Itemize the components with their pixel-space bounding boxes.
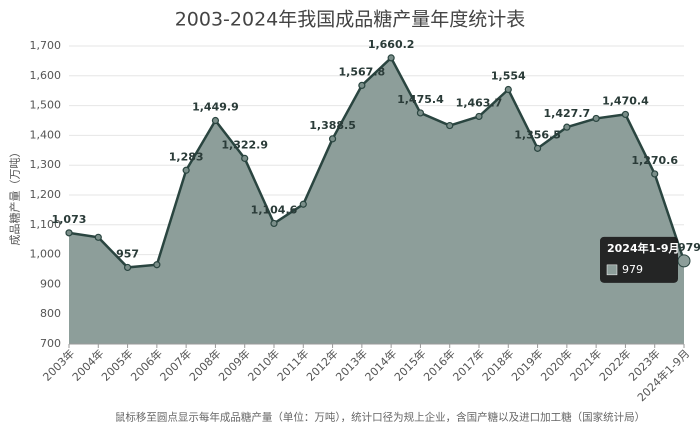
data-label: 1,427.7 bbox=[544, 107, 591, 120]
data-label: 1,322.9 bbox=[221, 138, 268, 151]
x-tick-label: 2014年 bbox=[362, 346, 399, 383]
data-point bbox=[416, 109, 425, 117]
x-tick-label: 2011年 bbox=[274, 346, 311, 383]
data-label: 979 bbox=[678, 241, 700, 254]
data-point bbox=[153, 261, 161, 269]
data-label: 1,660.2 bbox=[368, 38, 415, 51]
y-tick-label: 1,200 bbox=[30, 188, 62, 201]
x-tick-label: 2017年 bbox=[450, 346, 487, 383]
data-label: 957 bbox=[116, 247, 139, 260]
data-label: 1,356.5 bbox=[514, 128, 561, 141]
y-axis-label: 成品糖产量（万吨） bbox=[8, 147, 22, 246]
x-tick-label: 2013年 bbox=[333, 346, 370, 383]
tooltip-title: 2024年1-9月 bbox=[607, 241, 680, 255]
data-point bbox=[651, 170, 659, 178]
area bbox=[69, 57, 684, 344]
y-tick-label: 700 bbox=[40, 337, 61, 350]
x-tick-label: 2006年 bbox=[128, 346, 165, 383]
data-point bbox=[387, 54, 395, 62]
data-point bbox=[182, 166, 190, 174]
x-tick-label: 2019年 bbox=[508, 346, 545, 383]
y-tick-label: 1,300 bbox=[30, 158, 62, 171]
x-tick-label: 2010年 bbox=[245, 346, 282, 383]
y-tick-label: 800 bbox=[40, 307, 61, 320]
data-label: 1,449.9 bbox=[192, 101, 239, 114]
x-tick-label: 2016年 bbox=[420, 346, 457, 383]
data-point bbox=[328, 135, 337, 143]
data-point bbox=[299, 200, 307, 208]
x-tick-label: 2005年 bbox=[98, 346, 135, 383]
x-tick-label: 2009年 bbox=[215, 346, 252, 383]
x-tick-label: 2004年 bbox=[69, 346, 106, 383]
tooltip: 2024年1-9月 979 bbox=[600, 236, 680, 283]
data-label: 1,567.8 bbox=[339, 65, 386, 78]
y-tick-label: 1,400 bbox=[30, 128, 62, 141]
tooltip-swatch bbox=[606, 264, 618, 276]
y-tick-label: 1,500 bbox=[30, 99, 62, 112]
x-tick-label: 2003年 bbox=[40, 346, 77, 383]
y-tick-label: 1,700 bbox=[30, 39, 62, 52]
x-tick-label: 2012年 bbox=[303, 346, 340, 383]
y-tick-label: 1,100 bbox=[30, 218, 62, 231]
footnote: 鼠标移至圆点显示每年成品糖产量（单位：万吨），统计口径为规上企业，含国产糖以及进… bbox=[115, 410, 645, 423]
data-point bbox=[592, 114, 600, 123]
line bbox=[68, 55, 686, 269]
data-point bbox=[358, 81, 366, 89]
x-tick-label: 2015年 bbox=[391, 346, 428, 383]
tooltip-box bbox=[600, 236, 678, 283]
data-label: 1,463.7 bbox=[456, 96, 503, 109]
data-point bbox=[475, 112, 483, 121]
data-label: 1,554 bbox=[491, 70, 526, 83]
data-label: 1,073 bbox=[52, 213, 87, 226]
data-point bbox=[677, 254, 691, 268]
data-point bbox=[94, 233, 102, 241]
data-point bbox=[270, 219, 278, 228]
y-tick-label: 1,000 bbox=[30, 248, 62, 261]
data-point bbox=[241, 154, 249, 162]
x-tick-label: 2021年 bbox=[567, 346, 604, 383]
x-tick-label: 2020年 bbox=[538, 346, 575, 383]
data-point bbox=[504, 85, 512, 94]
x-tick-label: 2007年 bbox=[157, 346, 194, 383]
data-label: 1,475.4 bbox=[397, 93, 444, 106]
x-tick-label: 2008年 bbox=[186, 346, 223, 383]
data-label: 1,283 bbox=[169, 150, 204, 163]
data-point bbox=[563, 123, 571, 131]
y-tick-label: 900 bbox=[40, 277, 61, 290]
data-label: 1,388.5 bbox=[309, 119, 356, 132]
tooltip-value: 979 bbox=[622, 263, 643, 276]
chart-title: 2003-2024年我国成品糖产量年度统计表 bbox=[175, 9, 526, 31]
data-point bbox=[446, 121, 454, 130]
data-point bbox=[621, 110, 630, 119]
data-label: 1,470.4 bbox=[602, 94, 649, 107]
y-tick-label: 1,600 bbox=[30, 69, 62, 82]
data-label: 1,270.6 bbox=[631, 154, 678, 167]
x-tick-label: 2022年 bbox=[596, 346, 633, 383]
data-point bbox=[123, 263, 132, 272]
data-label: 1,104.6 bbox=[251, 203, 298, 216]
data-point bbox=[533, 144, 542, 152]
x-tick-label: 2018年 bbox=[479, 346, 516, 383]
data-point bbox=[65, 229, 73, 237]
data-point bbox=[211, 116, 220, 125]
